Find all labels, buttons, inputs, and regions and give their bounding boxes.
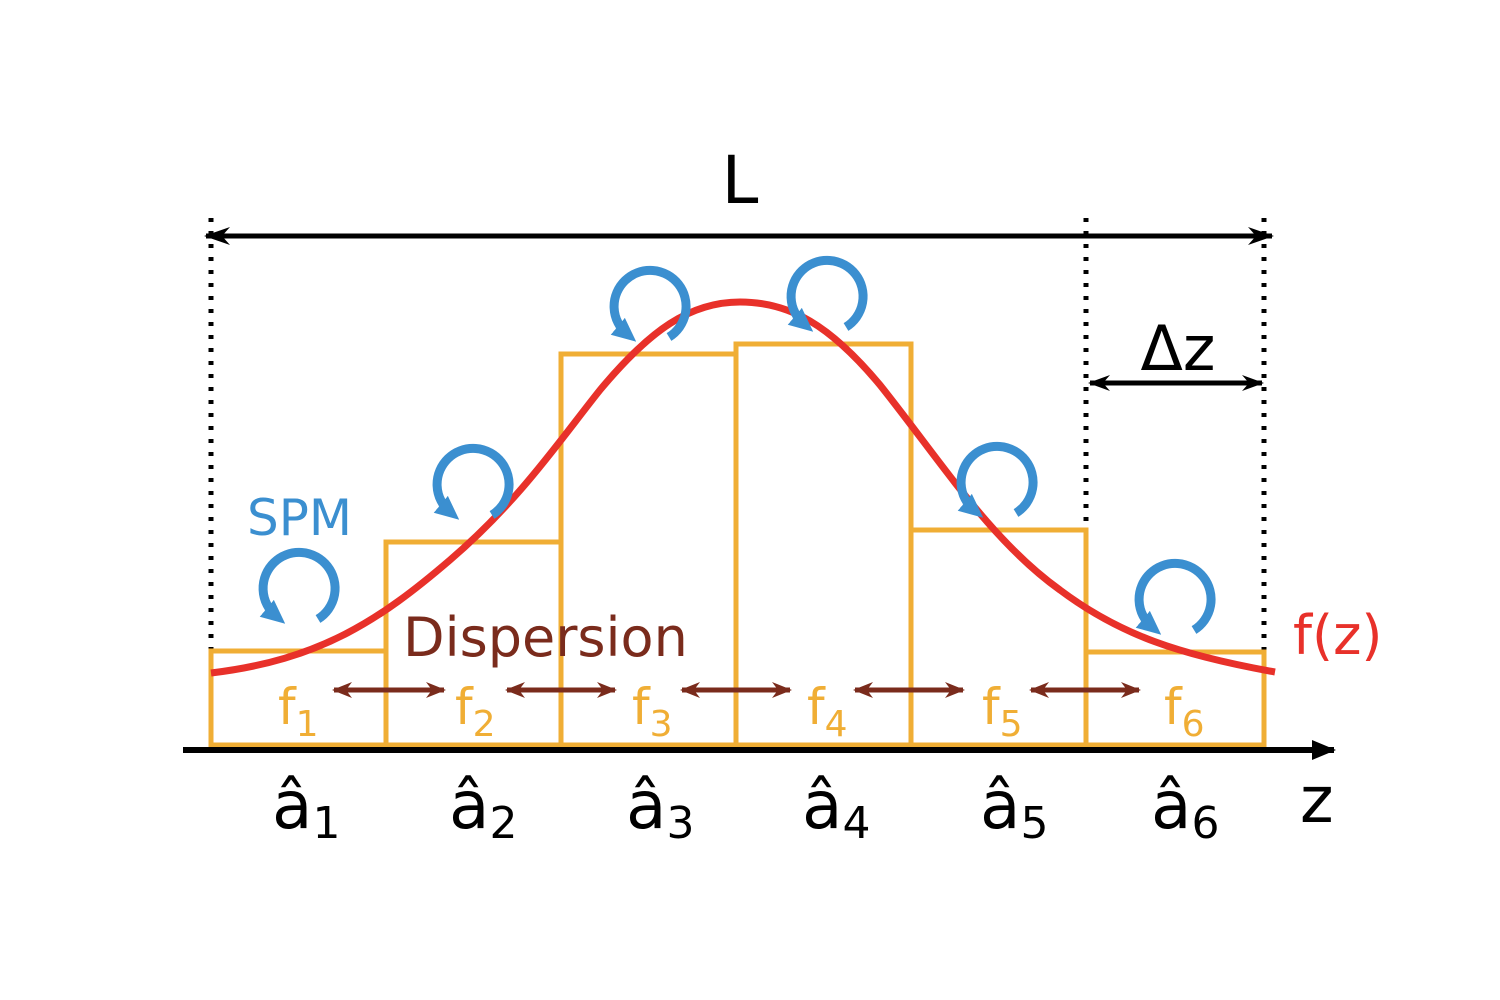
f-label-1: f1	[278, 678, 319, 745]
length-label: L	[722, 142, 759, 219]
function-curve	[210, 298, 1276, 677]
a-label-5: â5	[980, 767, 1048, 849]
step-size-label: Δz	[1141, 312, 1216, 385]
spm-loop-2	[432, 443, 514, 520]
f-labels: f1 f2 f3 f4 f5 f6	[278, 678, 1205, 745]
spm-loop-4	[786, 255, 868, 332]
a-label-4: â4	[802, 767, 870, 849]
function-label: f(z)	[1293, 604, 1383, 667]
a-label-1: â1	[272, 767, 340, 849]
dispersion-label: Dispersion	[403, 606, 688, 669]
step-rectangles	[208, 341, 1267, 748]
a-label-6: â6	[1151, 767, 1219, 849]
spm-loop-3	[609, 265, 691, 342]
spm-label: SPM	[247, 489, 352, 547]
f-label-2: f2	[455, 678, 496, 745]
z-axis-label: z	[1300, 764, 1334, 838]
spm-loop-1	[258, 547, 340, 624]
a-label-3: â3	[626, 767, 694, 849]
spm-loop-5	[956, 441, 1038, 518]
f-label-4: f4	[807, 678, 848, 745]
a-labels: â1 â2 â3 â4 â5 â6	[272, 767, 1219, 849]
f-label-3: f3	[632, 678, 673, 745]
f-label-6: f6	[1164, 678, 1205, 745]
a-label-2: â2	[449, 767, 517, 849]
spm-loop-6	[1134, 558, 1216, 635]
f-label-5: f5	[982, 678, 1023, 745]
spm-loops	[258, 255, 1216, 635]
